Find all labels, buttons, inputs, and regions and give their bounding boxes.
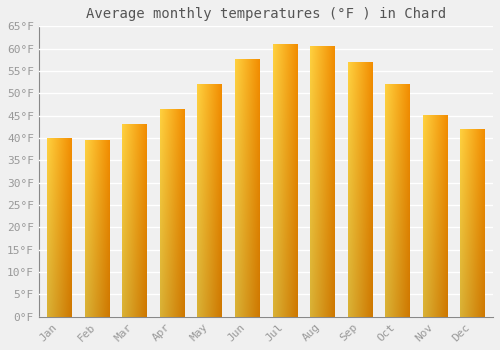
Title: Average monthly temperatures (°F ) in Chard: Average monthly temperatures (°F ) in Ch… (86, 7, 446, 21)
